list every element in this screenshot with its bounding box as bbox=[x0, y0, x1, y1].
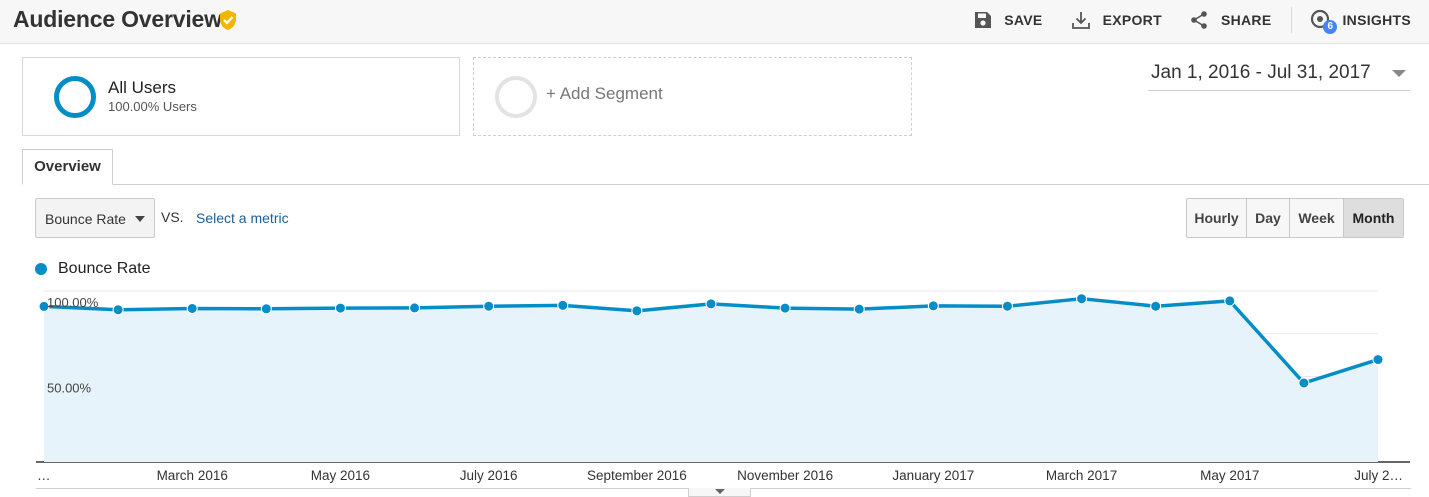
expand-chart-button[interactable] bbox=[688, 488, 751, 497]
data-point bbox=[1372, 354, 1384, 366]
insights-button[interactable]: 6 INSIGHTS bbox=[1310, 9, 1411, 34]
data-point bbox=[112, 304, 124, 316]
empty-segment-ring bbox=[495, 76, 537, 118]
data-point bbox=[1298, 377, 1310, 389]
data-point bbox=[1150, 300, 1162, 312]
data-point bbox=[1224, 295, 1236, 307]
data-point bbox=[557, 299, 569, 311]
legend-label: Bounce Rate bbox=[58, 260, 151, 277]
data-point bbox=[409, 302, 421, 314]
month-button[interactable]: Month bbox=[1344, 199, 1403, 237]
insights-label: INSIGHTS bbox=[1342, 12, 1411, 28]
data-point bbox=[1001, 300, 1013, 312]
tab-overview[interactable]: Overview bbox=[22, 149, 113, 185]
data-point bbox=[334, 302, 346, 314]
x-tick-label: March 2016 bbox=[157, 468, 228, 483]
vs-label: VS. bbox=[161, 209, 184, 225]
hourly-button[interactable]: Hourly bbox=[1187, 199, 1247, 237]
metric-dropdown[interactable]: Bounce Rate bbox=[35, 198, 155, 238]
header-divider bbox=[1291, 7, 1293, 33]
add-segment-button[interactable]: + Add Segment bbox=[473, 57, 912, 136]
y-tick-label: 50.00% bbox=[47, 381, 92, 396]
export-button[interactable]: EXPORT bbox=[1071, 10, 1162, 30]
page-title: Audience Overview bbox=[13, 6, 222, 32]
week-button[interactable]: Week bbox=[1290, 199, 1344, 237]
share-label: SHARE bbox=[1220, 12, 1272, 28]
data-point bbox=[705, 298, 717, 310]
tabs-divider bbox=[22, 184, 1429, 185]
save-button[interactable]: SAVE bbox=[974, 11, 1042, 29]
data-point bbox=[927, 300, 939, 312]
x-tick-label: November 2016 bbox=[737, 468, 833, 483]
area-fill bbox=[44, 298, 1378, 462]
granularity-toggle: Hourly Day Week Month bbox=[1186, 198, 1404, 238]
segment-name: All Users bbox=[108, 78, 177, 97]
header-actions: SAVE EXPORT SHARE bbox=[974, 0, 1411, 40]
y-tick-label: 100.00% bbox=[47, 295, 99, 310]
data-point bbox=[853, 303, 865, 315]
metric-dropdown-value: Bounce Rate bbox=[45, 211, 126, 227]
segment-color-ring bbox=[54, 76, 96, 118]
date-range-picker[interactable]: Jan 1, 2016 - Jul 31, 2017 bbox=[1148, 57, 1410, 91]
x-tick-label: … bbox=[37, 468, 51, 483]
bounce-rate-chart: 100.00% 50.00% … March 2016 May 2016 July 20… bbox=[36, 290, 1410, 483]
x-tick-label: July 2… bbox=[1354, 468, 1403, 483]
x-tick-label: May 2017 bbox=[1200, 468, 1259, 483]
share-button[interactable]: SHARE bbox=[1189, 10, 1272, 30]
chevron-down-icon bbox=[1392, 70, 1406, 77]
segment-percentage: 100.00% Users bbox=[108, 99, 197, 114]
data-point bbox=[483, 300, 495, 312]
export-label: EXPORT bbox=[1102, 12, 1162, 28]
x-tick-label: March 2017 bbox=[1046, 468, 1117, 483]
add-segment-label: + Add Segment bbox=[546, 84, 663, 103]
x-tick-label: July 2016 bbox=[460, 468, 518, 483]
data-point bbox=[779, 302, 791, 314]
data-point bbox=[260, 303, 272, 315]
insights-count-badge: 6 bbox=[1323, 20, 1338, 34]
insights-icon: 6 bbox=[1310, 9, 1338, 34]
select-metric-link[interactable]: Select a metric bbox=[196, 210, 289, 226]
date-range-text: Jan 1, 2016 - Jul 31, 2017 bbox=[1151, 62, 1371, 83]
segment-all-users[interactable]: All Users 100.00% Users bbox=[22, 57, 460, 136]
report-header: Audience Overview SAVE EXPORT bbox=[0, 0, 1429, 44]
legend-swatch bbox=[35, 263, 47, 275]
save-icon bbox=[975, 12, 992, 28]
verified-shield-icon bbox=[220, 10, 236, 30]
caret-down-icon bbox=[715, 489, 725, 494]
data-point bbox=[186, 302, 198, 314]
data-point bbox=[631, 305, 643, 317]
caret-down-icon bbox=[135, 216, 145, 222]
x-tick-label: January 2017 bbox=[892, 468, 974, 483]
x-tick-label: May 2016 bbox=[311, 468, 370, 483]
data-point bbox=[1076, 293, 1088, 305]
save-label: SAVE bbox=[1004, 12, 1043, 28]
download-icon bbox=[1071, 12, 1090, 29]
data-point bbox=[38, 300, 50, 312]
x-tick-label: September 2016 bbox=[587, 468, 687, 483]
share-icon bbox=[1191, 11, 1207, 29]
day-button[interactable]: Day bbox=[1247, 199, 1290, 237]
